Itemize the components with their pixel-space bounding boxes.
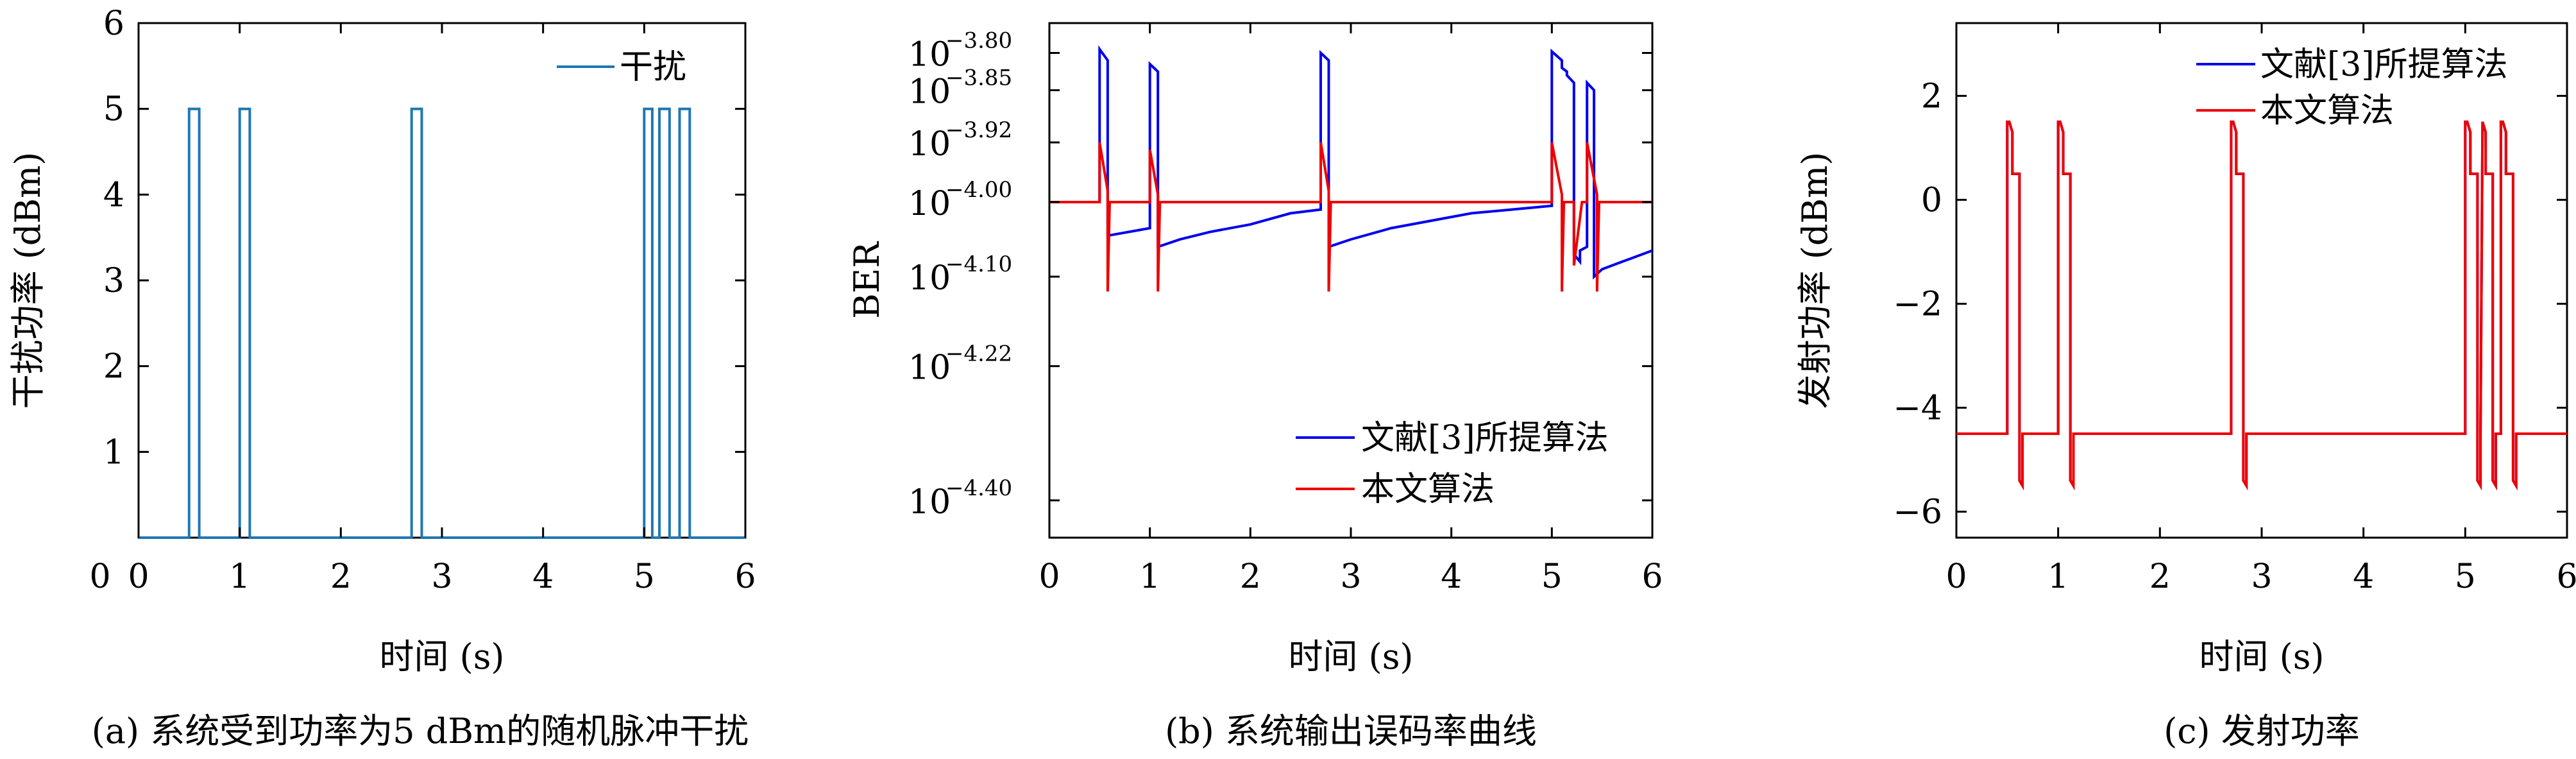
panel-a-xtick-label-0: 0 xyxy=(128,558,149,596)
panel-b-legend: 文献[3]所提算法 本文算法 xyxy=(1296,419,1609,509)
panel-b-xtick-label-3: 3 xyxy=(1340,558,1361,596)
panel-b-ticks: 0 1 2 3 4 5 610−3.8010−3.8510−3.9210−4.0010−4.… xyxy=(908,23,1663,596)
panel-b-ylabel: BER xyxy=(847,241,887,319)
panel-b-ytick-exponent-6: −4.40 xyxy=(945,475,1012,501)
panel-c-xtick-label-5: 5 xyxy=(2455,558,2476,596)
panel-a-series-line-0 xyxy=(139,107,745,539)
panel-b-xtick-label-1: 1 xyxy=(1139,558,1160,596)
panel-c-ytick-label-0: 2 xyxy=(1921,77,1942,115)
panel-a-ytick-label-2: 3 xyxy=(103,262,124,300)
panel-c-legend: 文献[3]所提算法 本文算法 xyxy=(2196,46,2508,130)
panel-a-ytick-label-3: 4 xyxy=(103,176,124,214)
panel-a-xtick-label-2: 2 xyxy=(330,558,352,596)
panel-b-ytick-label-4: 10 xyxy=(908,259,951,298)
panel-c-xlabel: 时间 (s) xyxy=(2199,636,2324,677)
panel-c-xtick-label-0: 0 xyxy=(1945,558,1967,596)
panel-a-ytick-label-5: 6 xyxy=(103,4,124,43)
panel-a-xtick-label-5: 5 xyxy=(634,558,655,596)
panel-c-marks xyxy=(1956,120,2567,491)
panel-a-ytick-label-1: 2 xyxy=(103,348,124,386)
panel-c-ytick-label-4: −6 xyxy=(1893,493,1942,531)
panel-a: 0 1 2 3 4 5 6 1 2 3 4 5 6 0 干扰 时间 (s) 干扰功率 (dBm) (a) … xyxy=(8,4,756,751)
panel-b-ytick-label-0: 10 xyxy=(908,35,951,74)
panel-b-ytick-label-3: 10 xyxy=(908,185,951,223)
panel-b-ytick-label-2: 10 xyxy=(908,125,951,164)
panel-c-legend-label-0: 文献[3]所提算法 xyxy=(2260,46,2508,84)
panel-c: 0 1 2 3 4 5 6 2 0 −2 −4 −6 文献[3]所提算法 本文算法 时间 (s) 发射… xyxy=(1795,22,2576,751)
panel-c-ylabel: 发射功率 (dBm) xyxy=(1795,152,1835,409)
panel-a-legend-label-0: 干扰 xyxy=(620,48,686,87)
panel-a-plot-frame xyxy=(137,22,747,539)
panel-b-ytick-label-1: 10 xyxy=(908,73,951,112)
panel-b-ytick-exponent-0: −3.80 xyxy=(945,28,1012,53)
panel-b-ytick-exponent-2: −3.92 xyxy=(945,117,1012,143)
panel-a-ylabel: 干扰功率 (dBm) xyxy=(8,152,48,409)
panel-b-xtick-label-4: 4 xyxy=(1441,558,1462,596)
panel-b-xtick-label-0: 0 xyxy=(1038,558,1060,596)
panel-a-legend: 干扰 xyxy=(557,48,686,87)
panel-c-ytick-label-2: −2 xyxy=(1893,285,1942,323)
panel-b: 0 1 2 3 4 5 610−3.8010−3.8510−3.9210−4.0010−4.… xyxy=(847,22,1663,751)
panel-b-ytick-exponent-5: −4.22 xyxy=(945,341,1012,367)
panel-b-ytick-exponent-3: −4.00 xyxy=(945,177,1012,203)
panel-b-ytick-label-6: 10 xyxy=(908,483,951,522)
panel-a-ytick-label-0: 1 xyxy=(103,433,124,472)
panel-c-ticks: 0 1 2 3 4 5 6 2 0 −2 −4 −6 xyxy=(1893,23,2576,596)
panel-c-series-line-1 xyxy=(1956,120,2567,491)
panel-a-ticks: 0 1 2 3 4 5 6 1 2 3 4 5 6 0 xyxy=(89,4,756,596)
panel-a-origin-label: 0 xyxy=(89,558,110,596)
panel-b-legend-label-1: 本文算法 xyxy=(1361,470,1495,509)
panel-a-xtick-label-3: 3 xyxy=(431,558,452,596)
panel-c-ytick-label-3: −4 xyxy=(1893,389,1942,427)
panel-b-xtick-label-2: 2 xyxy=(1240,558,1261,596)
panel-c-xtick-label-1: 1 xyxy=(2047,558,2069,596)
panel-c-xtick-label-6: 6 xyxy=(2556,558,2576,596)
panel-a-xtick-label-4: 4 xyxy=(532,558,554,596)
panel-c-ytick-label-1: 0 xyxy=(1921,181,1942,219)
panel-a-ytick-label-4: 5 xyxy=(103,90,124,129)
panel-c-series-line-0 xyxy=(1956,120,2567,491)
panel-b-ytick-exponent-1: −3.85 xyxy=(945,65,1012,91)
panel-b-ytick-label-5: 10 xyxy=(908,349,951,388)
panel-b-series-line-1 xyxy=(1049,142,1652,292)
panel-b-xtick-label-6: 6 xyxy=(1641,558,1663,596)
panel-b-caption: (b) 系统输出误码率曲线 xyxy=(1165,711,1537,751)
panel-a-xtick-label-6: 6 xyxy=(734,558,756,596)
panel-b-legend-label-0: 文献[3]所提算法 xyxy=(1361,419,1609,457)
panel-c-xtick-label-2: 2 xyxy=(2149,558,2171,596)
panel-b-xtick-label-5: 5 xyxy=(1541,558,1563,596)
panel-a-xlabel: 时间 (s) xyxy=(379,636,504,677)
panel-b-xlabel: 时间 (s) xyxy=(1288,636,1413,677)
panel-c-xtick-label-4: 4 xyxy=(2353,558,2374,596)
panel-a-caption: (a) 系统受到功率为5 dBm的随机脉冲干扰 xyxy=(92,711,749,751)
panel-c-xtick-label-3: 3 xyxy=(2251,558,2272,596)
panel-c-caption: (c) 发射功率 xyxy=(2164,711,2360,751)
panel-b-ytick-exponent-4: −4.10 xyxy=(945,252,1012,277)
panel-a-xtick-label-1: 1 xyxy=(229,558,250,596)
panel-b-marks xyxy=(1049,45,1653,292)
panel-b-series-line-0 xyxy=(1049,45,1653,280)
panel-c-legend-label-1: 本文算法 xyxy=(2260,92,2394,130)
panel-a-marks xyxy=(139,107,745,539)
